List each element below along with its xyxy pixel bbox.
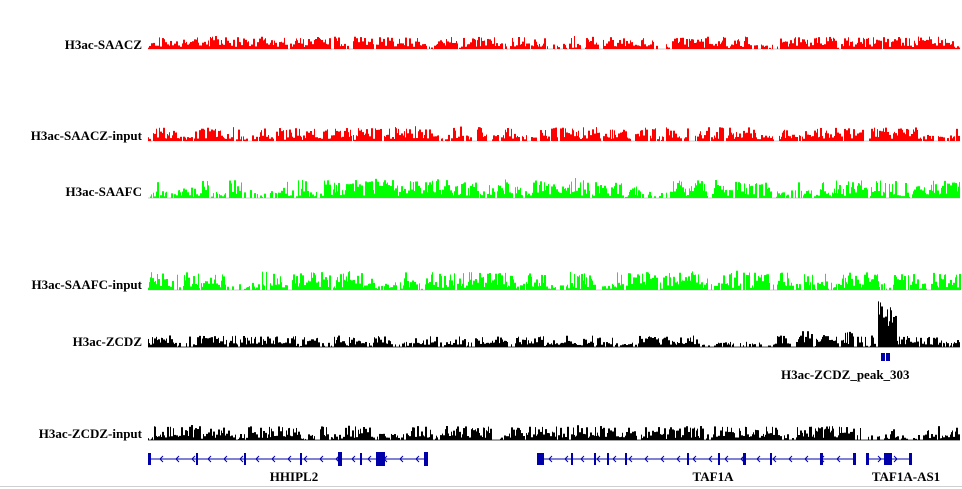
- signal-track-h3ac-saafc-input: [148, 270, 961, 291]
- track-label-h3ac-saafc-input: H3ac-SAAFC-input: [31, 277, 142, 292]
- signal-track-h3ac-zcdz: [148, 301, 960, 348]
- track-label-h3ac-saafc: H3ac-SAAFC: [65, 184, 142, 199]
- track-label-h3ac-saacz-input: H3ac-SAACZ-input: [31, 128, 143, 143]
- track-label-h3ac-zcdz: H3ac-ZCDZ: [73, 334, 143, 349]
- gene-model-taf1a[interactable]: [537, 453, 856, 465]
- track-label-h3ac-saacz: H3ac-SAACZ: [65, 37, 143, 52]
- signal-track-h3ac-saacz: [148, 36, 960, 50]
- bottom-divider: [0, 486, 962, 487]
- track-label-h3ac-zcdz-input: H3ac-ZCDZ-input: [39, 426, 143, 441]
- gene-model-taf1a-as1[interactable]: [866, 453, 912, 465]
- gene-label-hhipl2: HHIPL2: [270, 469, 318, 484]
- gene-label-taf1a: TAF1A: [693, 469, 735, 484]
- gene-label-taf1a-as1: TAF1A-AS1: [872, 469, 940, 484]
- signal-track-h3ac-saacz-input: [148, 126, 960, 142]
- gene-model-hhipl2[interactable]: [148, 452, 428, 466]
- peak-label: H3ac-ZCDZ_peak_303: [781, 367, 910, 382]
- signal-track-h3ac-zcdz-input: [148, 425, 960, 441]
- signal-track-h3ac-saafc: [148, 178, 960, 199]
- peak-feature[interactable]: [881, 353, 890, 361]
